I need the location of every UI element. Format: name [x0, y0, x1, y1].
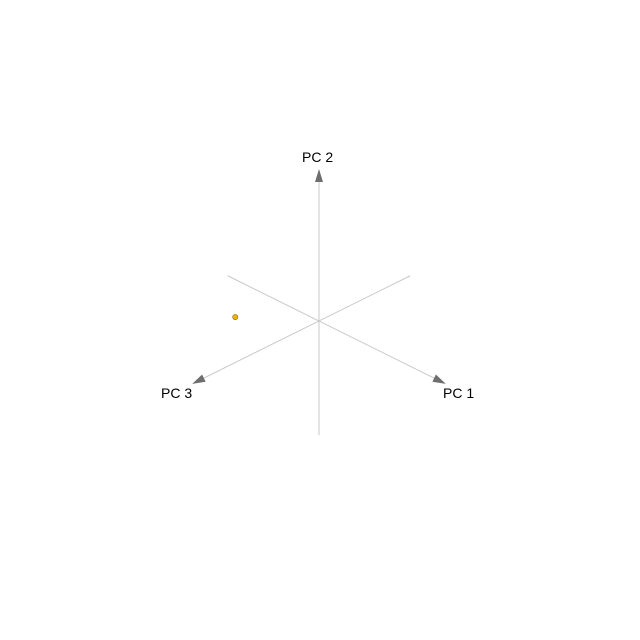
axis-label-pc1: PC 1	[443, 385, 474, 401]
data-point[interactable]	[232, 314, 239, 320]
axis-line-pc1	[227, 275, 445, 384]
axis-label-pc2: PC 2	[302, 149, 333, 165]
axis-label-pc3: PC 3	[161, 385, 192, 401]
points-layer	[232, 314, 239, 320]
axis-arrow-pc2	[315, 169, 323, 182]
axis-labels-layer: PC 1 PC 2 PC 3	[161, 149, 474, 401]
axis-arrow-pc1	[432, 374, 446, 384]
axis-line-pc3	[193, 275, 411, 384]
axes-layer	[192, 169, 446, 435]
axis-arrow-pc3	[192, 374, 206, 384]
